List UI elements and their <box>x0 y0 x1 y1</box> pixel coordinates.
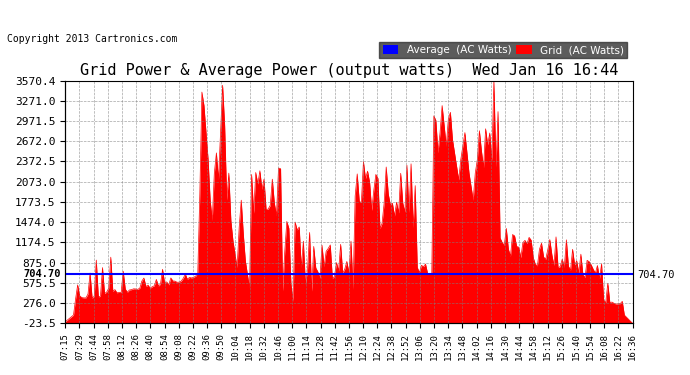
Title: Grid Power & Average Power (output watts)  Wed Jan 16 16:44: Grid Power & Average Power (output watts… <box>80 63 618 78</box>
Text: 704.70: 704.70 <box>23 269 61 279</box>
Legend: Average  (AC Watts), Grid  (AC Watts): Average (AC Watts), Grid (AC Watts) <box>380 42 627 58</box>
Text: Copyright 2013 Cartronics.com: Copyright 2013 Cartronics.com <box>7 34 177 44</box>
